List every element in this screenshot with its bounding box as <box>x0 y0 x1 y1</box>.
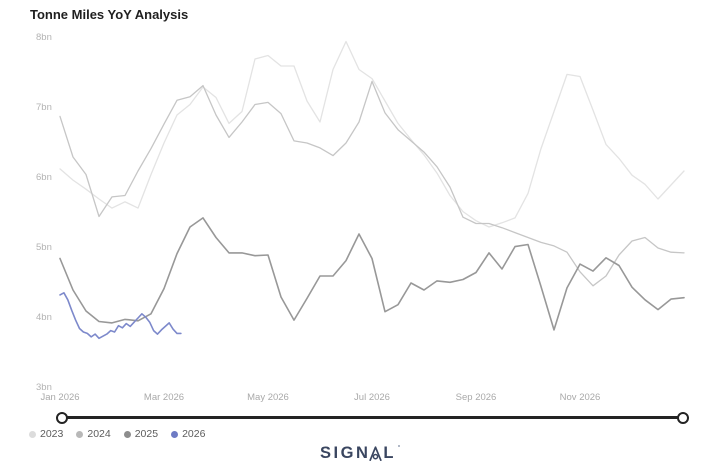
signal-logo: SIGN L <box>0 444 716 463</box>
y-axis-tick: 4bn <box>36 312 52 323</box>
logo-text-prefix: SIGN <box>320 444 371 462</box>
legend-item-2025[interactable]: 2025 <box>123 428 159 440</box>
signal-a-icon <box>369 446 383 461</box>
legend-label: 2026 <box>182 428 206 440</box>
y-axis-tick: 7bn <box>36 102 52 113</box>
series-line-2025 <box>59 217 685 331</box>
x-axis-tick: Sep 2026 <box>455 392 497 403</box>
y-axis-tick: 8bn <box>36 32 52 43</box>
slider-track[interactable] <box>62 416 684 419</box>
x-axis-tick: Jul 2026 <box>354 392 390 403</box>
legend-dot-icon <box>123 430 131 438</box>
legend-item-2024[interactable]: 2024 <box>76 428 111 440</box>
legend-label: 2024 <box>87 428 111 440</box>
y-axis-tick: 6bn <box>36 172 52 183</box>
y-axis-tick: 3bn <box>36 382 52 393</box>
legend-item-2023[interactable]: 2023 <box>29 428 63 440</box>
chart-title: Tonne Miles YoY Analysis <box>30 7 189 22</box>
plot-area: 8bn 7bn 6bn 5bn 4bn 3bn Jan 2026 Mar 2026 May 2… <box>36 32 685 403</box>
y-axis-tick: 5bn <box>36 242 52 253</box>
legend-dot-icon <box>76 430 84 438</box>
legend-dot-icon <box>171 430 179 438</box>
x-axis-tick: Jan 2026 <box>40 392 80 403</box>
legend: 2023 2024 2025 2026 <box>29 428 205 440</box>
legend-item-2026[interactable]: 2026 <box>171 428 205 440</box>
slider-handle-right[interactable] <box>677 412 689 424</box>
x-axis-tick: Mar 2026 <box>143 392 185 403</box>
series-line-2024 <box>59 80 685 287</box>
legend-label: 2023 <box>40 428 64 440</box>
x-axis-tick: Nov 2026 <box>559 392 601 403</box>
x-axis-tick: May 2026 <box>247 392 289 403</box>
slider-handle-left[interactable] <box>56 412 68 424</box>
line-chart <box>59 40 685 340</box>
logo-text-suffix: L <box>383 444 396 462</box>
time-range-slider[interactable] <box>0 405 716 429</box>
series-line-2023 <box>59 40 685 228</box>
legend-dot-icon <box>29 430 36 438</box>
series-line-2026 <box>59 291 182 340</box>
legend-label: 2025 <box>134 428 159 440</box>
